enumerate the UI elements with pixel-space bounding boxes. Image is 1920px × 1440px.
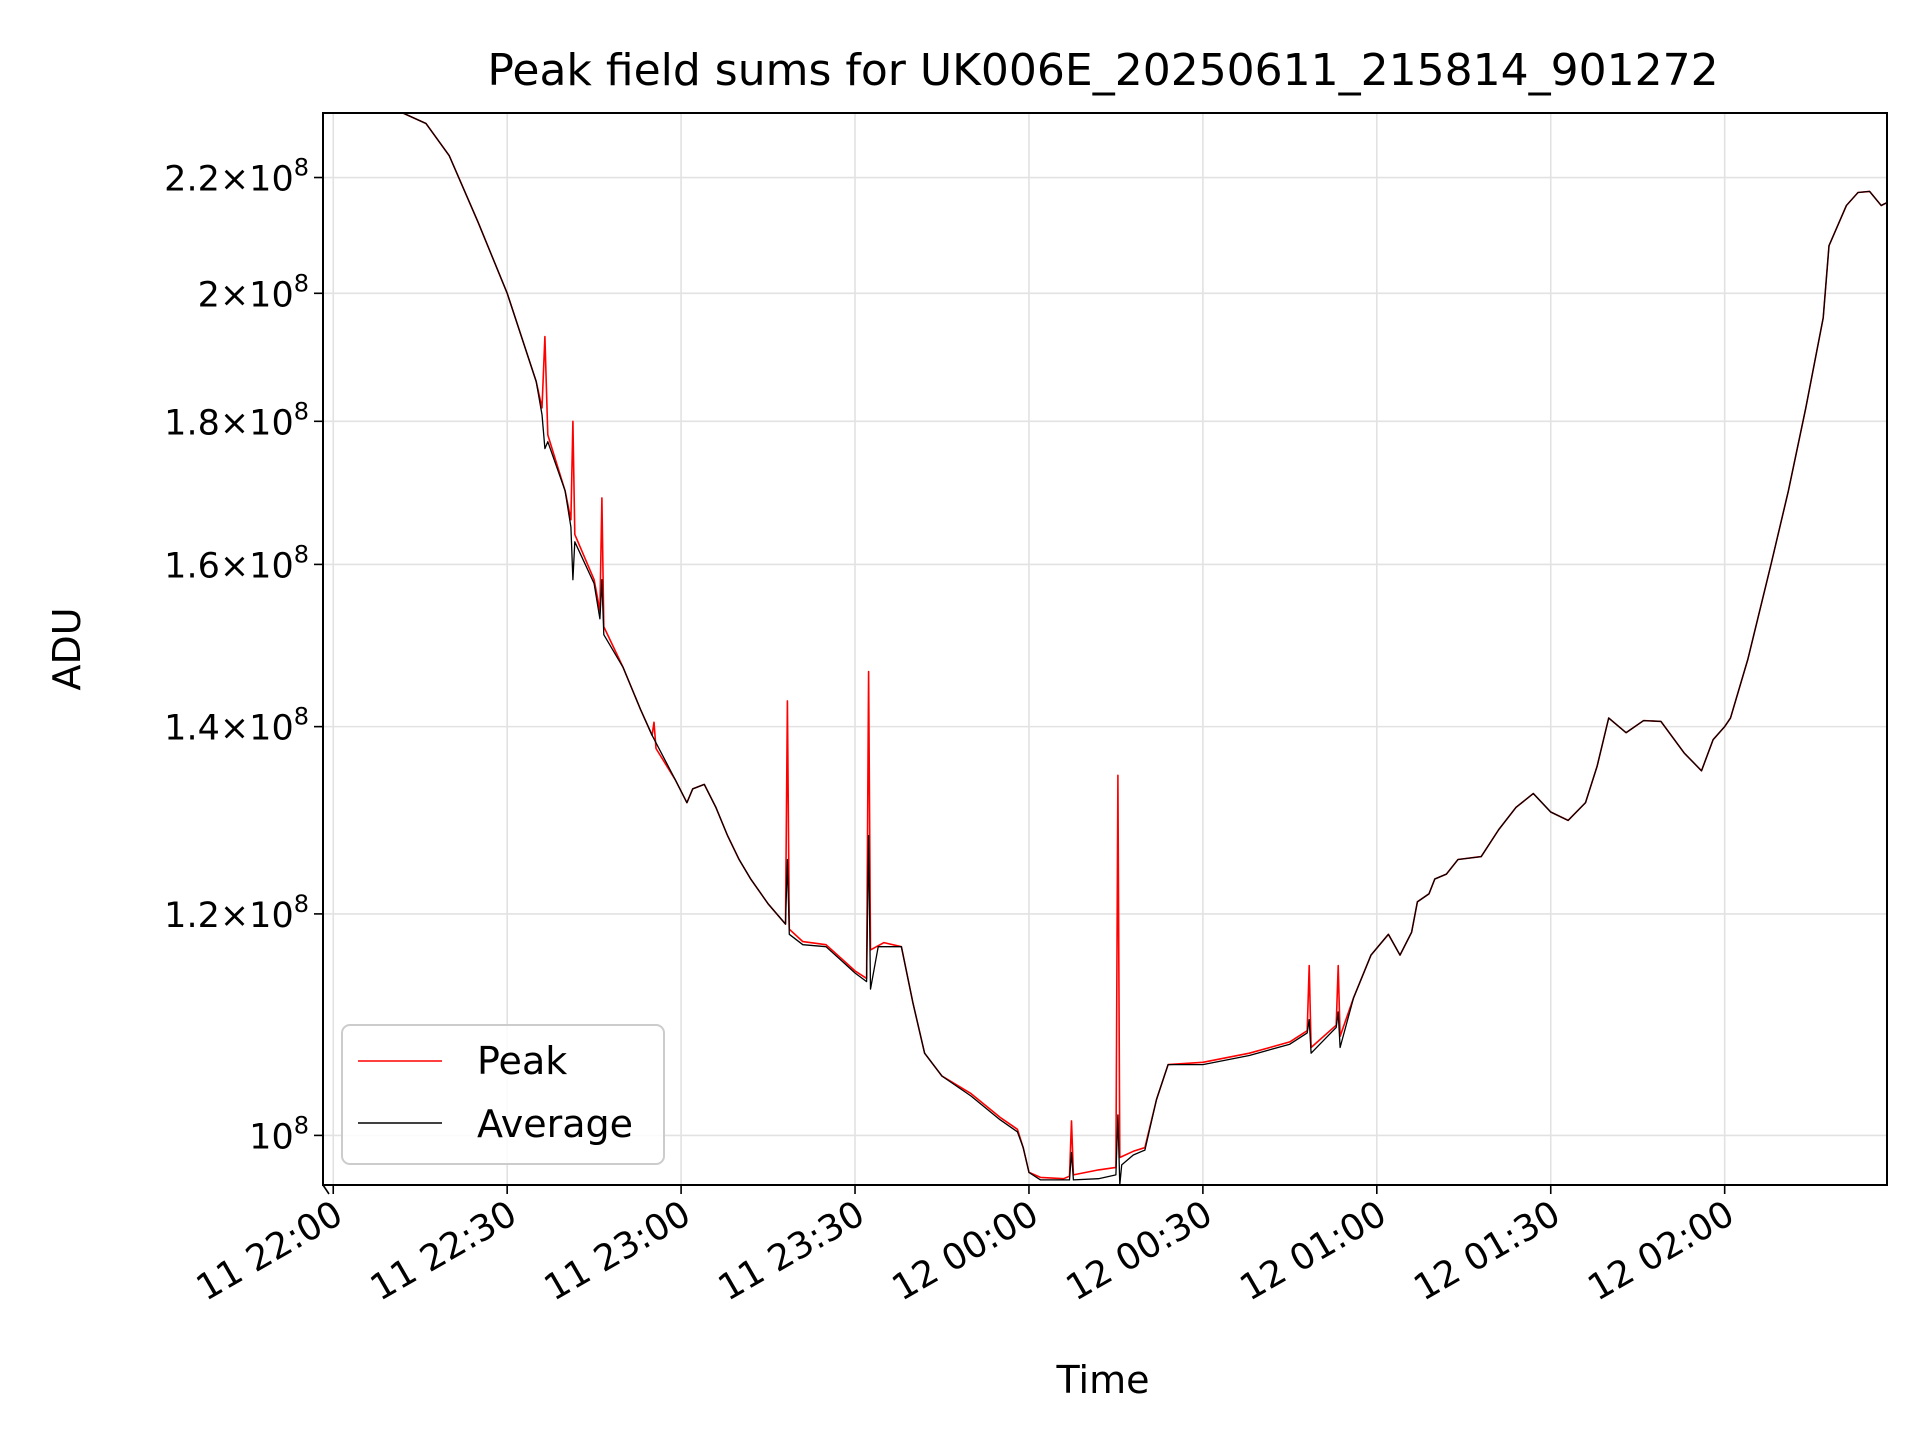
y-axis-label: ADU xyxy=(45,607,89,690)
y-tick-label: 2×108 xyxy=(198,269,309,315)
y-tick-label: 1.2×108 xyxy=(164,890,309,936)
y-axis-ticks: 108 1.2×108 1.4×108 1.6×108 1.8×108 2×108 2.2×… xyxy=(164,154,323,1157)
series-line-average xyxy=(323,112,1888,1186)
legend-label-average: Average xyxy=(477,1102,633,1146)
y-tick-label: 1.8×108 xyxy=(164,397,309,443)
plot-series xyxy=(323,112,1888,1186)
x-minor-tick xyxy=(322,1184,330,1195)
y-tick-label: 108 xyxy=(249,1111,309,1157)
gridlines xyxy=(323,113,1887,1185)
y-tick-label: 1.4×108 xyxy=(164,703,309,749)
legend: Peak Average xyxy=(341,1024,665,1165)
legend-box xyxy=(341,1024,665,1165)
x-axis-label: Time xyxy=(1056,1358,1150,1402)
y-tick-label: 2.2×108 xyxy=(164,154,309,200)
plot-frame xyxy=(322,112,1888,1186)
legend-label-peak: Peak xyxy=(477,1039,567,1083)
y-tick-label: 1.6×108 xyxy=(164,540,309,586)
chart-title: Peak field sums for UK006E_20250611_2158… xyxy=(487,45,1718,96)
